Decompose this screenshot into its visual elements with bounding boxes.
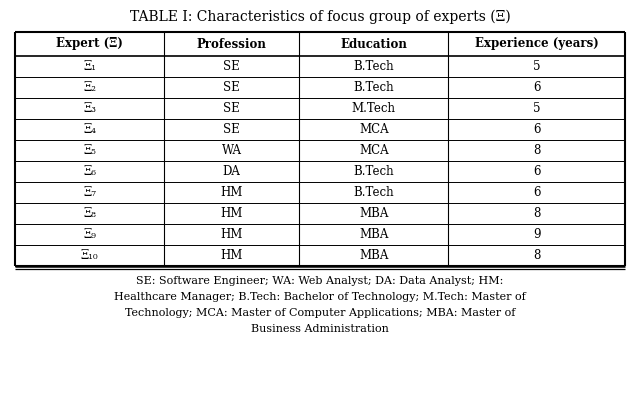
Text: SE: SE [223, 123, 240, 136]
Text: SE: Software Engineer; WA: Web Analyst; DA: Data Analyst; HM:: SE: Software Engineer; WA: Web Analyst; … [136, 276, 504, 286]
Text: MCA: MCA [359, 144, 388, 157]
Text: SE: SE [223, 60, 240, 73]
Text: Ξ₂: Ξ₂ [83, 81, 96, 94]
Text: MBA: MBA [359, 249, 388, 262]
Text: Ξ₁: Ξ₁ [83, 60, 96, 73]
Text: Business Administration: Business Administration [251, 324, 389, 334]
Text: Ξ₉: Ξ₉ [83, 228, 96, 241]
Text: Technology; MCA: Master of Computer Applications; MBA: Master of: Technology; MCA: Master of Computer Appl… [125, 308, 515, 318]
Text: SE: SE [223, 102, 240, 115]
Text: Education: Education [340, 38, 407, 50]
Text: Ξ₃: Ξ₃ [83, 102, 96, 115]
Text: B.Tech: B.Tech [353, 60, 394, 73]
Text: HM: HM [220, 228, 243, 241]
Text: DA: DA [223, 165, 241, 178]
Text: Ξ₇: Ξ₇ [83, 186, 96, 199]
Text: Profession: Profession [196, 38, 266, 50]
Text: 6: 6 [533, 165, 540, 178]
Text: HM: HM [220, 249, 243, 262]
Text: 8: 8 [533, 249, 540, 262]
Text: 6: 6 [533, 81, 540, 94]
Text: Ξ₈: Ξ₈ [83, 207, 96, 220]
Text: Experience (years): Experience (years) [475, 38, 598, 50]
Text: 6: 6 [533, 123, 540, 136]
Text: MCA: MCA [359, 123, 388, 136]
Text: 8: 8 [533, 207, 540, 220]
Text: WA: WA [221, 144, 242, 157]
Text: Ξ₁₀: Ξ₁₀ [81, 249, 99, 262]
Text: MBA: MBA [359, 207, 388, 220]
Text: 6: 6 [533, 186, 540, 199]
Text: TABLE I: Characteristics of focus group of experts (Ξ): TABLE I: Characteristics of focus group … [130, 10, 510, 24]
Text: Ξ₄: Ξ₄ [83, 123, 96, 136]
Text: Expert (Ξ): Expert (Ξ) [56, 38, 123, 50]
Text: B.Tech: B.Tech [353, 186, 394, 199]
Text: 9: 9 [533, 228, 540, 241]
Text: M.Tech: M.Tech [352, 102, 396, 115]
Text: 5: 5 [533, 60, 540, 73]
Text: B.Tech: B.Tech [353, 81, 394, 94]
Text: SE: SE [223, 81, 240, 94]
Text: Healthcare Manager; B.Tech: Bachelor of Technology; M.Tech: Master of: Healthcare Manager; B.Tech: Bachelor of … [114, 292, 526, 302]
Text: HM: HM [220, 186, 243, 199]
Text: Ξ₆: Ξ₆ [83, 165, 96, 178]
Text: 5: 5 [533, 102, 540, 115]
Text: B.Tech: B.Tech [353, 165, 394, 178]
Text: HM: HM [220, 207, 243, 220]
Text: Ξ₅: Ξ₅ [83, 144, 96, 157]
Text: 8: 8 [533, 144, 540, 157]
Text: MBA: MBA [359, 228, 388, 241]
